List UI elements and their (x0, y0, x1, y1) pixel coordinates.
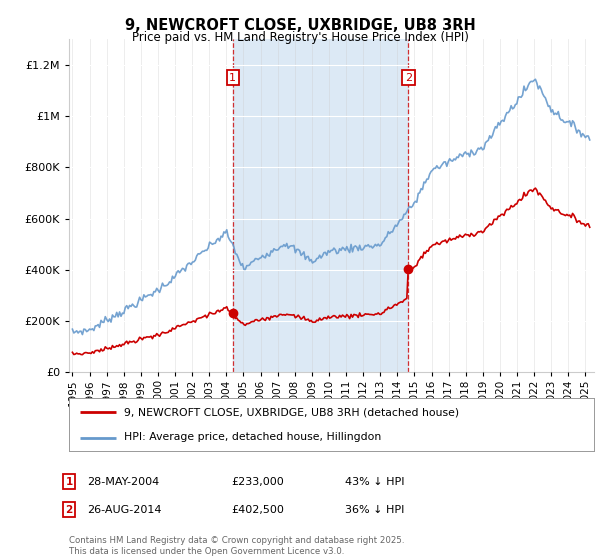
Text: 1: 1 (229, 73, 236, 83)
Bar (233, 39, 409, 372)
Text: 26-AUG-2014: 26-AUG-2014 (87, 505, 161, 515)
Text: £402,500: £402,500 (231, 505, 284, 515)
Text: Price paid vs. HM Land Registry's House Price Index (HPI): Price paid vs. HM Land Registry's House … (131, 31, 469, 44)
Text: 43% ↓ HPI: 43% ↓ HPI (345, 477, 404, 487)
Text: 2: 2 (65, 505, 73, 515)
Text: 9, NEWCROFT CLOSE, UXBRIDGE, UB8 3RH: 9, NEWCROFT CLOSE, UXBRIDGE, UB8 3RH (125, 18, 475, 33)
Text: 28-MAY-2004: 28-MAY-2004 (87, 477, 159, 487)
Text: 9, NEWCROFT CLOSE, UXBRIDGE, UB8 3RH (detached house): 9, NEWCROFT CLOSE, UXBRIDGE, UB8 3RH (de… (124, 408, 459, 418)
Text: HPI: Average price, detached house, Hillingdon: HPI: Average price, detached house, Hill… (124, 432, 382, 442)
Text: £233,000: £233,000 (231, 477, 284, 487)
Text: 36% ↓ HPI: 36% ↓ HPI (345, 505, 404, 515)
Text: Contains HM Land Registry data © Crown copyright and database right 2025.
This d: Contains HM Land Registry data © Crown c… (69, 536, 404, 556)
Text: 2: 2 (405, 73, 412, 83)
Text: 1: 1 (65, 477, 73, 487)
